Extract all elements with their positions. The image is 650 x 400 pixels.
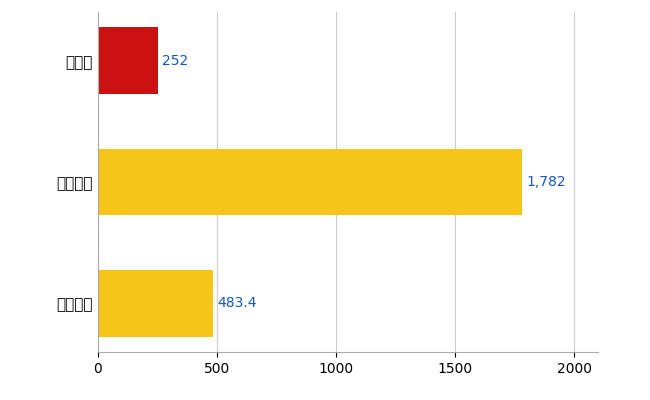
Text: 252: 252	[162, 54, 188, 68]
Bar	[98, 270, 213, 336]
Bar	[98, 28, 157, 94]
Text: 483.4: 483.4	[217, 296, 257, 310]
Bar	[98, 149, 522, 215]
Text: 1,782: 1,782	[526, 175, 566, 189]
